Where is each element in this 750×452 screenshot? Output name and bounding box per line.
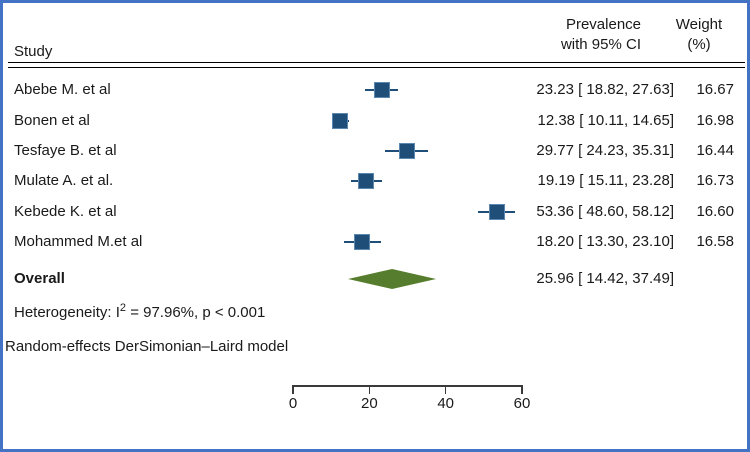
column-header-study: Study [14,43,53,60]
column-header-effect: Prevalence with 95% CI [561,15,641,55]
study-label: Tesfaye B. et al [14,142,117,159]
study-label: Kebede K. et al [14,202,117,220]
effect-marker [398,143,415,159]
effect-marker [332,112,349,129]
ci-text: 18.20 [ 13.30, 23.10] [536,233,674,250]
study-label: Bonen et al [14,111,90,129]
overall-diamond-shape [348,269,437,289]
x-axis-line [293,385,522,387]
x-axis-tick [444,385,447,394]
heterogeneity-superscript: 2 [119,302,127,314]
weight-value: 16.98 [696,111,734,129]
effect-marker [373,82,390,98]
column-header-weight-line1: Weight [675,16,723,33]
heterogeneity-prefix: Heterogeneity: I [14,304,120,321]
weight-value: 16.60 [696,202,734,220]
column-header-effect-line1: Prevalence [565,16,641,33]
x-axis-tick [292,385,294,394]
heterogeneity-suffix: = 97.96%, p < 0.001 [126,304,266,321]
x-axis-tick [368,385,371,394]
overall-ci-text: 25.96 [ 14.42, 37.49] [536,270,674,287]
x-axis-tick-label: 20 [360,395,378,412]
study-label: Mulate A. et al. [14,172,114,189]
weight-value: 16.44 [696,142,734,159]
study-label: Abebe M. et al [14,81,111,98]
x-axis-tick [521,385,523,394]
heterogeneity-note: Heterogeneity: I2 = 97.96%, p < 0.001 [14,298,265,323]
weight-value: 16.67 [696,81,734,98]
ci-text: 19.19 [ 15.11, 23.28] [537,172,674,189]
column-header-weight: Weight (%) [659,15,739,55]
column-header-effect-line2: with 95% CI [560,36,641,53]
overall-label: Overall [14,270,65,287]
x-axis-tick-label: 40 [437,395,454,412]
column-header-weight-line2: (%) [687,36,711,53]
x-axis-tick-label: 60 [513,395,531,412]
ci-text: 29.77 [ 24.23, 35.31] [536,142,674,159]
ci-text: 23.23 [ 18.82, 27.63] [536,81,674,98]
study-label: Mohammed M.et al [14,233,143,250]
ci-text: 53.36 [ 48.60, 58.12] [536,202,674,220]
model-note: Random-effects DerSimonian–Laird model [5,338,289,355]
weight-value: 16.73 [696,172,734,189]
ci-text: 12.38 [ 10.11, 14.65] [537,111,674,129]
effect-marker [354,234,371,250]
header-divider [8,62,745,68]
weight-value: 16.58 [696,233,734,250]
effect-marker [358,173,375,189]
effect-marker [488,203,505,220]
x-axis-tick-label: 0 [288,395,298,412]
